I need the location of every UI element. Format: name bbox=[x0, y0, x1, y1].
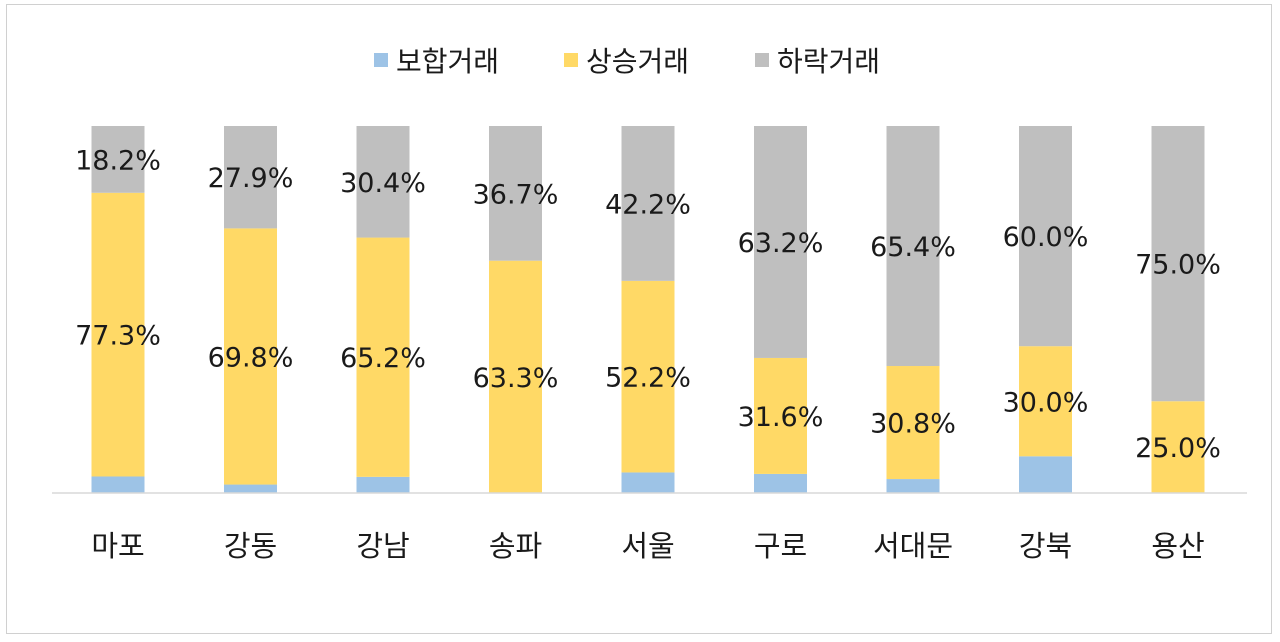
bar-segment-1-4 bbox=[621, 280, 675, 473]
data-label-2-0: 18.2% bbox=[75, 145, 161, 176]
bar-segment-2-5 bbox=[754, 126, 807, 358]
data-label-2-8: 75.0% bbox=[1135, 250, 1221, 281]
bar-segment-1-2 bbox=[356, 237, 410, 477]
bar-segment-2-6 bbox=[886, 126, 940, 367]
x-tick-label-4: 서울 bbox=[621, 529, 674, 563]
data-label-2-1: 27.9% bbox=[208, 163, 294, 194]
data-label-2-4: 42.2% bbox=[605, 189, 691, 220]
bar-segment-1-0 bbox=[91, 192, 145, 477]
x-tick-labels: 마포 강동 강남 송파 서울 구로 서대문 강북 용산 bbox=[91, 529, 1204, 563]
bar-segment-0-2 bbox=[356, 476, 410, 493]
data-label-1-7: 30.0% bbox=[1003, 387, 1089, 418]
x-tick-label-5: 구로 bbox=[754, 529, 807, 563]
x-tick-label-6: 서대문 bbox=[873, 529, 953, 563]
bar-segment-0-7 bbox=[1019, 456, 1072, 493]
x-tick-label-1: 강동 bbox=[224, 529, 277, 563]
bar-segment-2-7 bbox=[1019, 126, 1072, 347]
x-tick-label-0: 마포 bbox=[91, 529, 144, 563]
x-tick-label-3: 송파 bbox=[489, 529, 542, 563]
bars bbox=[91, 126, 1205, 493]
x-tick-label-8: 용산 bbox=[1151, 529, 1204, 563]
legend-swatch-1 bbox=[564, 53, 578, 67]
data-label-1-1: 69.8% bbox=[208, 342, 294, 373]
data-label-2-3: 36.7% bbox=[473, 179, 559, 210]
legend: 보합거래 상승거래 하락거래 bbox=[374, 45, 880, 78]
legend-label-0: 보합거래 bbox=[396, 45, 499, 78]
bar-segment-2-0 bbox=[91, 126, 145, 193]
bar-segment-1-1 bbox=[224, 228, 277, 485]
data-label-1-5: 31.6% bbox=[738, 402, 824, 433]
bar-segment-2-8 bbox=[1151, 126, 1205, 402]
data-label-2-6: 65.4% bbox=[870, 232, 956, 263]
legend-swatch-2 bbox=[755, 53, 769, 67]
bar-segment-0-4 bbox=[621, 472, 675, 493]
legend-label-2: 하락거래 bbox=[777, 45, 880, 78]
bar-segment-2-1 bbox=[224, 126, 277, 229]
bar-segment-0-6 bbox=[886, 479, 940, 493]
bar-segment-1-6 bbox=[886, 366, 940, 480]
bar-segment-0-0 bbox=[91, 476, 145, 493]
bar-segment-2-4 bbox=[621, 126, 675, 281]
bar-segment-0-5 bbox=[754, 473, 807, 493]
legend-label-1: 상승거래 bbox=[586, 45, 689, 78]
data-label-1-6: 30.8% bbox=[870, 409, 956, 440]
bar-segment-1-3 bbox=[489, 260, 542, 493]
data-label-2-5: 63.2% bbox=[738, 228, 824, 259]
bar-segment-1-5 bbox=[754, 357, 807, 474]
bar-segment-1-7 bbox=[1019, 346, 1072, 457]
data-labels: 77.3% 18.2% 69.8% 27.9% 65.2% 30.4% 63.3% 36.7%… bbox=[75, 145, 1221, 464]
bar-segment-0-1 bbox=[224, 484, 277, 493]
legend-swatch-0 bbox=[374, 53, 388, 67]
bar-segment-1-8 bbox=[1151, 401, 1205, 493]
data-label-1-0: 77.3% bbox=[75, 321, 161, 352]
data-label-2-2: 30.4% bbox=[340, 168, 426, 199]
data-label-1-4: 52.2% bbox=[605, 363, 691, 394]
data-label-1-2: 65.2% bbox=[340, 343, 426, 374]
data-label-1-8: 25.0% bbox=[1135, 433, 1221, 464]
bar-segment-2-2 bbox=[356, 126, 410, 238]
x-tick-label-7: 강북 bbox=[1019, 529, 1072, 563]
data-label-1-3: 63.3% bbox=[473, 363, 559, 394]
x-tick-label-2: 강남 bbox=[356, 529, 409, 563]
bar-segment-2-3 bbox=[489, 126, 542, 261]
data-label-2-7: 60.0% bbox=[1003, 222, 1089, 253]
